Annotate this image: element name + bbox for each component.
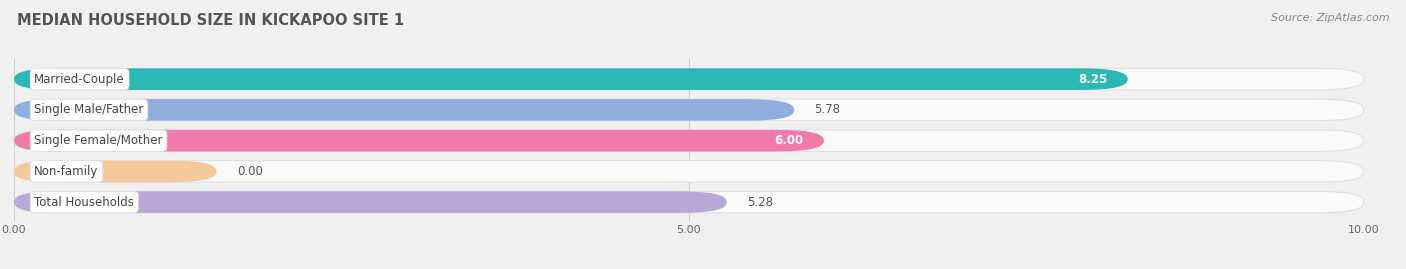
Text: 5.28: 5.28 <box>747 196 773 209</box>
Text: Source: ZipAtlas.com: Source: ZipAtlas.com <box>1271 13 1389 23</box>
FancyBboxPatch shape <box>14 161 1364 182</box>
Text: Non-family: Non-family <box>34 165 98 178</box>
FancyBboxPatch shape <box>14 161 217 182</box>
Text: MEDIAN HOUSEHOLD SIZE IN KICKAPOO SITE 1: MEDIAN HOUSEHOLD SIZE IN KICKAPOO SITE 1 <box>17 13 404 29</box>
Text: Total Households: Total Households <box>34 196 134 209</box>
FancyBboxPatch shape <box>14 130 1364 151</box>
FancyBboxPatch shape <box>14 68 1364 90</box>
Text: Married-Couple: Married-Couple <box>34 73 125 86</box>
Text: 8.25: 8.25 <box>1078 73 1108 86</box>
Text: Single Male/Father: Single Male/Father <box>34 103 143 116</box>
FancyBboxPatch shape <box>14 130 824 151</box>
FancyBboxPatch shape <box>14 99 794 121</box>
FancyBboxPatch shape <box>14 99 1364 121</box>
Text: 0.00: 0.00 <box>236 165 263 178</box>
Text: 6.00: 6.00 <box>775 134 804 147</box>
Text: 5.78: 5.78 <box>814 103 841 116</box>
Text: Single Female/Mother: Single Female/Mother <box>34 134 163 147</box>
FancyBboxPatch shape <box>14 191 1364 213</box>
FancyBboxPatch shape <box>14 68 1128 90</box>
FancyBboxPatch shape <box>14 191 727 213</box>
